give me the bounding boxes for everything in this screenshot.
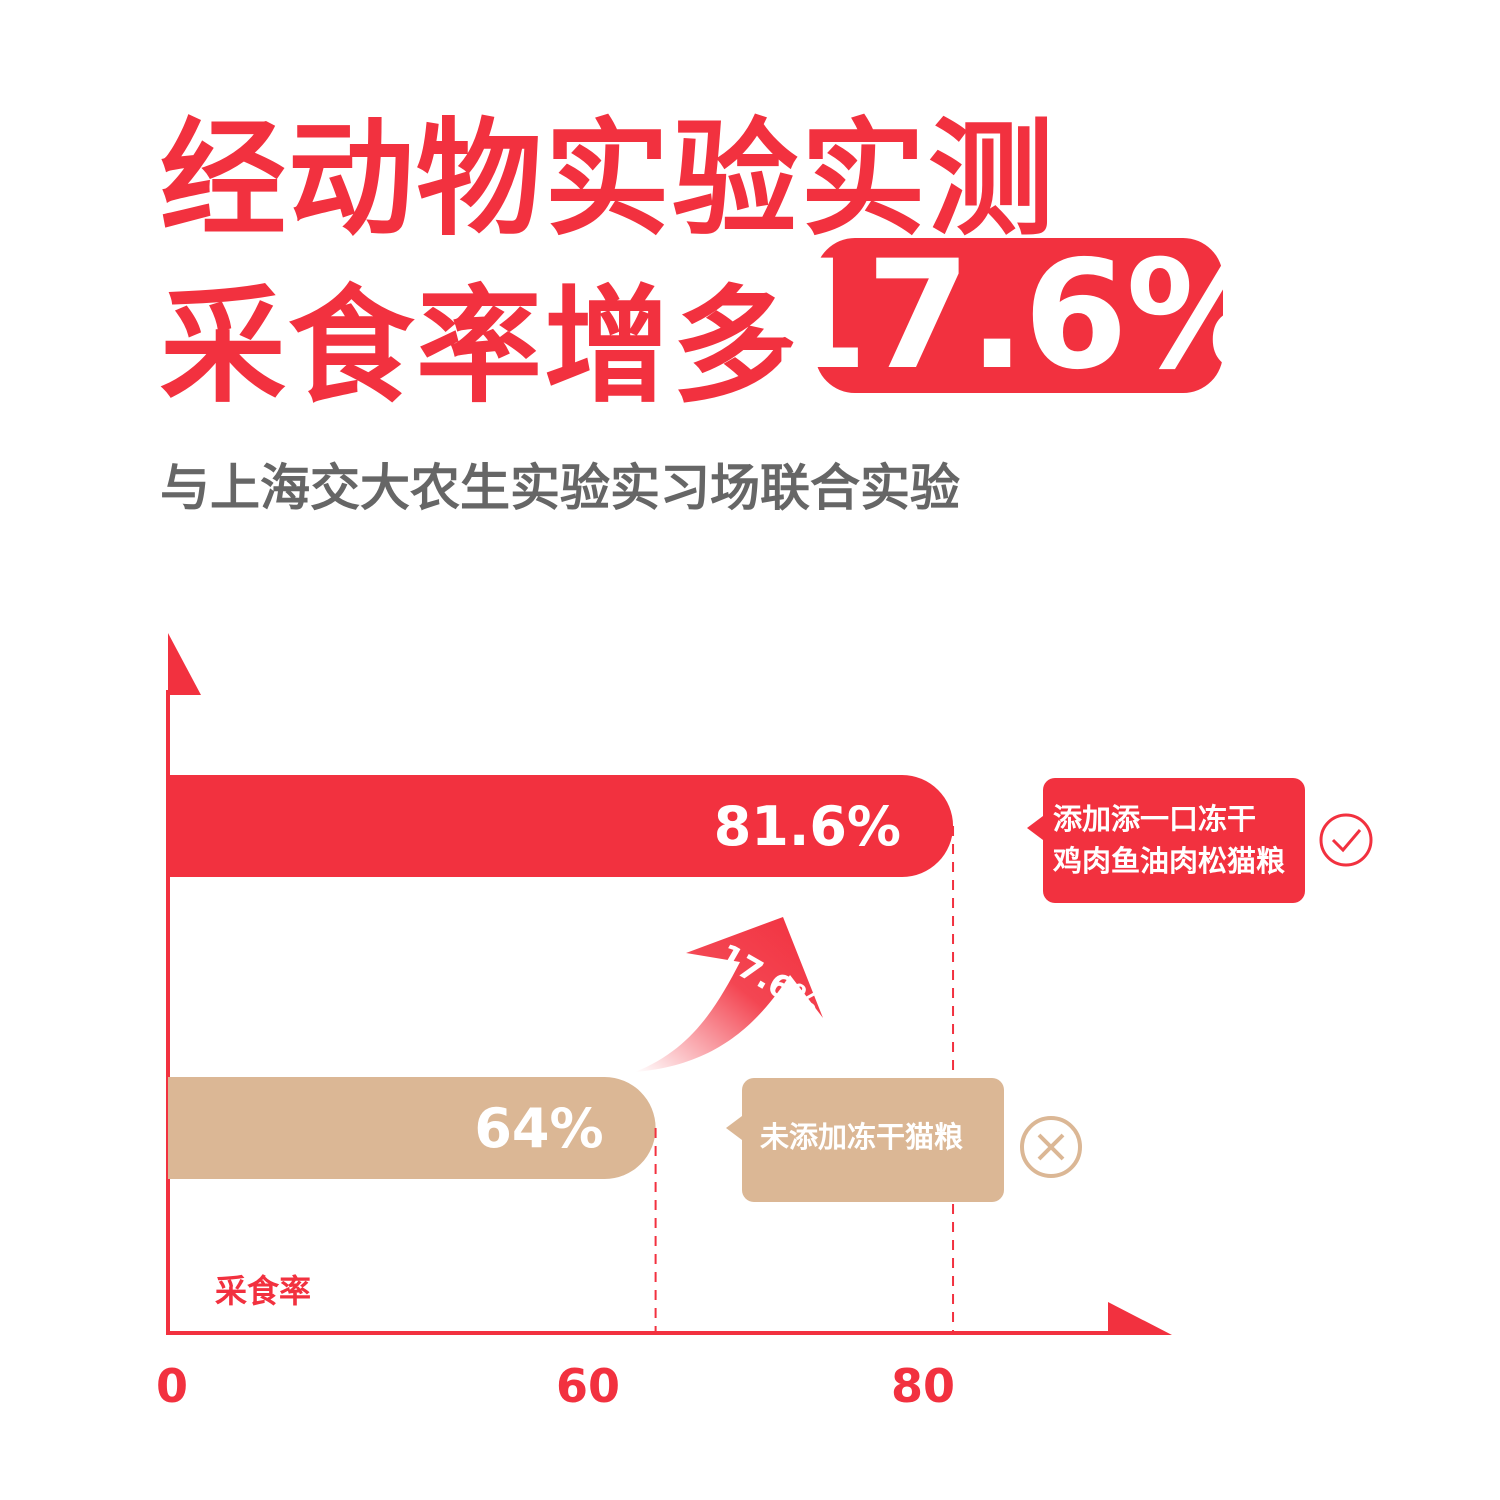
x-axis-title: 采食率 <box>215 1272 311 1310</box>
subtitle: 与上海交大农生实验实习场联合实验 <box>160 459 960 517</box>
x-tick-label: 0 <box>156 1359 188 1413</box>
title-line-2: 采食率增多 <box>160 273 800 420</box>
x-tick-label: 60 <box>556 1359 620 1413</box>
x-tick-label: 80 <box>891 1359 955 1413</box>
callout-without-freeze-dried: 未添加冻干猫粮 <box>726 1078 1004 1202</box>
x-axis-arrow <box>1108 1302 1172 1335</box>
bar-with-freeze-dried <box>168 775 954 877</box>
callout-line: 添加添一口冻干 <box>1053 802 1257 836</box>
check-circle-icon <box>1319 813 1373 867</box>
y-axis-arrow <box>168 633 201 695</box>
title-line-1: 经动物实验实测 <box>160 106 1056 253</box>
x-circle-icon <box>1020 1116 1082 1178</box>
callout-with-freeze-dried: 添加添一口冻干 鸡肉鱼油肉松猫粮 <box>1027 778 1305 903</box>
increase-arrow <box>635 917 823 1072</box>
data-label: 64% <box>474 1097 603 1160</box>
callout-line: 鸡肉鱼油肉松猫粮 <box>1053 844 1286 878</box>
data-label: 81.6% <box>714 795 901 858</box>
highlight-badge: 17.6% <box>763 228 1276 403</box>
bar-without-freeze-dried <box>168 1077 656 1179</box>
callout-line: 未添加冻干猫粮 <box>760 1120 964 1154</box>
